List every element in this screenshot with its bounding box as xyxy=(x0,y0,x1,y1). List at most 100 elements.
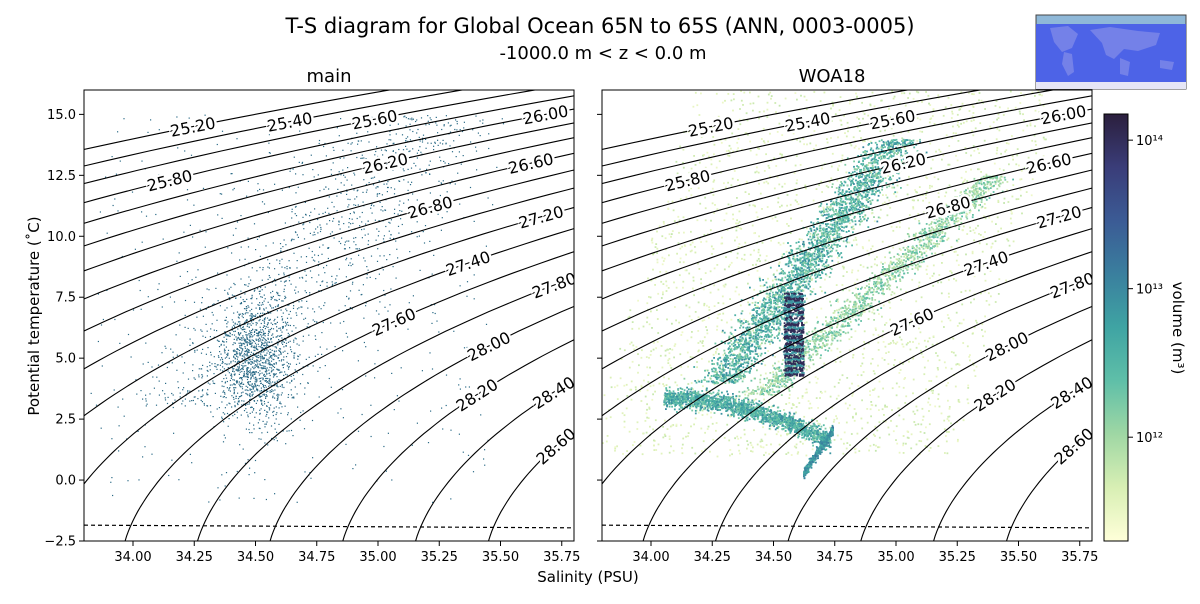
heatmap-cell xyxy=(763,111,765,113)
heatmap-cell xyxy=(882,330,884,332)
heatmap-cell xyxy=(869,394,871,396)
scatter-point xyxy=(338,310,339,311)
heatmap-cell xyxy=(998,278,1000,280)
scatter-point xyxy=(395,241,396,242)
heatmap-cell xyxy=(974,232,976,234)
scatter-point xyxy=(217,408,218,409)
heatmap-cell xyxy=(736,341,738,343)
heatmap-cell xyxy=(947,164,949,166)
scatter-point xyxy=(264,479,265,480)
scatter-point xyxy=(159,395,160,396)
heatmap-cell xyxy=(704,336,706,338)
scatter-point xyxy=(379,193,380,194)
scatter-point xyxy=(474,274,475,275)
heatmap-cell xyxy=(708,317,710,319)
scatter-point xyxy=(366,277,367,278)
scatter-point xyxy=(234,414,235,415)
scatter-point xyxy=(303,228,304,229)
heatmap-cell xyxy=(667,362,669,364)
heatmap-cell xyxy=(672,201,674,203)
scatter-point xyxy=(299,162,300,163)
heatmap-cell xyxy=(875,450,877,452)
scatter-point xyxy=(273,373,274,374)
heatmap-cell xyxy=(782,359,784,361)
scatter-point xyxy=(302,163,303,164)
heatmap-cell xyxy=(849,222,851,224)
scatter-point xyxy=(242,388,243,389)
scatter-point xyxy=(346,276,347,277)
scatter-point xyxy=(235,358,236,359)
scatter-point xyxy=(323,267,324,268)
scatter-point xyxy=(252,267,253,268)
heatmap-cell xyxy=(954,190,956,192)
scatter-point xyxy=(358,431,359,432)
scatter-point xyxy=(228,426,229,427)
scatter-point xyxy=(122,399,123,400)
scatter-point xyxy=(466,296,467,297)
heatmap-cell xyxy=(665,350,667,352)
heatmap-cell xyxy=(965,290,967,292)
heatmap-cell xyxy=(874,426,876,428)
scatter-point xyxy=(281,360,282,361)
heatmap-cell xyxy=(945,367,947,369)
heatmap-cell xyxy=(624,426,626,428)
scatter-point xyxy=(263,308,264,309)
heatmap-cell xyxy=(963,226,965,228)
heatmap-cell xyxy=(907,97,909,99)
scatter-point xyxy=(233,342,234,343)
scatter-point xyxy=(333,218,334,219)
scatter-point xyxy=(226,347,227,348)
heatmap-cell xyxy=(835,361,837,363)
scatter-point xyxy=(272,297,273,298)
scatter-point xyxy=(291,376,292,377)
heatmap-cell xyxy=(854,147,856,149)
scatter-point xyxy=(460,129,461,130)
scatter-point xyxy=(214,330,215,331)
scatter-point xyxy=(387,187,388,188)
scatter-point xyxy=(251,407,252,408)
scatter-point xyxy=(268,329,269,330)
scatter-point xyxy=(253,371,254,372)
heatmap-cell xyxy=(818,184,820,186)
scatter-point xyxy=(233,387,234,388)
scatter-point xyxy=(262,362,263,363)
heatmap-cell xyxy=(878,313,880,315)
scatter-point xyxy=(401,211,402,212)
scatter-point xyxy=(269,364,270,365)
scatter-point xyxy=(259,385,260,386)
scatter-point xyxy=(281,335,282,336)
heatmap-cell xyxy=(908,361,910,363)
scatter-point xyxy=(263,327,264,328)
heatmap-cell xyxy=(916,91,918,93)
heatmap-cell xyxy=(969,360,971,362)
heatmap-cell xyxy=(779,444,781,446)
scatter-point xyxy=(118,407,119,408)
heatmap-cell xyxy=(789,394,791,396)
scatter-point xyxy=(266,392,267,393)
scatter-point xyxy=(252,394,253,395)
heatmap-cell xyxy=(863,266,865,268)
heatmap-cell xyxy=(990,295,992,297)
scatter-point xyxy=(258,367,259,368)
scatter-point xyxy=(261,357,262,358)
scatter-point xyxy=(249,352,250,353)
scatter-point xyxy=(206,393,207,394)
heatmap-cell xyxy=(790,218,792,220)
scatter-point xyxy=(253,387,254,388)
heatmap-cell xyxy=(752,225,754,227)
contour-label: 27.00 xyxy=(581,166,630,195)
heatmap-cell xyxy=(1034,95,1036,97)
heatmap-cell xyxy=(915,267,917,269)
heatmap-cell xyxy=(947,452,949,454)
scatter-point xyxy=(246,386,247,387)
scatter-point xyxy=(203,188,204,189)
heatmap-cell xyxy=(775,165,777,167)
heatmap-cell xyxy=(972,251,974,253)
heatmap-cell xyxy=(806,99,808,101)
scatter-point xyxy=(402,134,403,135)
scatter-point xyxy=(391,187,392,188)
heatmap-cell xyxy=(891,409,893,411)
heatmap-cell xyxy=(853,354,855,356)
heatmap-cell xyxy=(898,415,900,417)
heatmap-cell xyxy=(714,305,716,307)
